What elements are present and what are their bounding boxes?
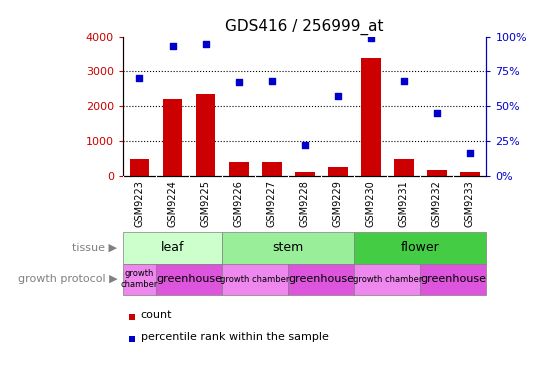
Text: GSM9229: GSM9229	[333, 180, 343, 227]
Text: GSM9224: GSM9224	[168, 180, 178, 227]
Bar	[229, 163, 249, 176]
Text: count: count	[141, 310, 172, 320]
Text: percentile rank within the sample: percentile rank within the sample	[141, 332, 329, 342]
Bar	[328, 167, 348, 176]
Point	[399, 78, 408, 84]
Point	[135, 75, 144, 81]
Text: GSM9232: GSM9232	[432, 180, 442, 227]
Bar	[354, 264, 420, 295]
Bar	[123, 232, 222, 264]
Bar	[123, 264, 156, 295]
Point	[366, 35, 375, 41]
Text: GSM9228: GSM9228	[300, 180, 310, 227]
Text: GSM9225: GSM9225	[201, 180, 211, 227]
Text: greenhouse: greenhouse	[156, 274, 222, 284]
Bar	[394, 159, 414, 176]
Text: GSM9230: GSM9230	[366, 180, 376, 227]
Bar	[361, 58, 381, 176]
Bar	[262, 162, 282, 176]
Point	[168, 44, 177, 49]
Point	[300, 142, 309, 148]
Point	[432, 110, 441, 116]
Bar	[427, 170, 447, 176]
Text: growth chamber: growth chamber	[353, 274, 422, 284]
Bar	[222, 232, 354, 264]
Text: greenhouse: greenhouse	[288, 274, 354, 284]
Text: GSM9231: GSM9231	[399, 180, 409, 227]
Bar	[222, 264, 288, 295]
Bar	[295, 172, 315, 176]
Bar	[420, 264, 486, 295]
Bar	[163, 99, 182, 176]
Bar	[288, 264, 354, 295]
Text: greenhouse: greenhouse	[420, 274, 486, 284]
Text: growth
chamber: growth chamber	[121, 269, 158, 289]
Text: leaf: leaf	[161, 242, 184, 254]
Bar	[354, 232, 486, 264]
Text: GSM9233: GSM9233	[465, 180, 475, 227]
Text: flower: flower	[401, 242, 439, 254]
Text: tissue ▶: tissue ▶	[72, 243, 117, 253]
Bar	[130, 159, 149, 176]
Point	[333, 93, 342, 99]
Point	[201, 41, 210, 46]
Text: growth protocol ▶: growth protocol ▶	[18, 274, 117, 284]
Bar	[156, 264, 222, 295]
Title: GDS416 / 256999_at: GDS416 / 256999_at	[225, 19, 384, 35]
Point	[234, 79, 243, 85]
Bar	[460, 172, 480, 176]
Text: growth chamber: growth chamber	[220, 274, 290, 284]
Text: GSM9227: GSM9227	[267, 180, 277, 227]
Point	[267, 78, 276, 84]
Point	[465, 150, 474, 156]
Text: stem: stem	[273, 242, 304, 254]
Text: GSM9226: GSM9226	[234, 180, 244, 227]
Bar	[196, 94, 215, 176]
Text: GSM9223: GSM9223	[135, 180, 144, 227]
